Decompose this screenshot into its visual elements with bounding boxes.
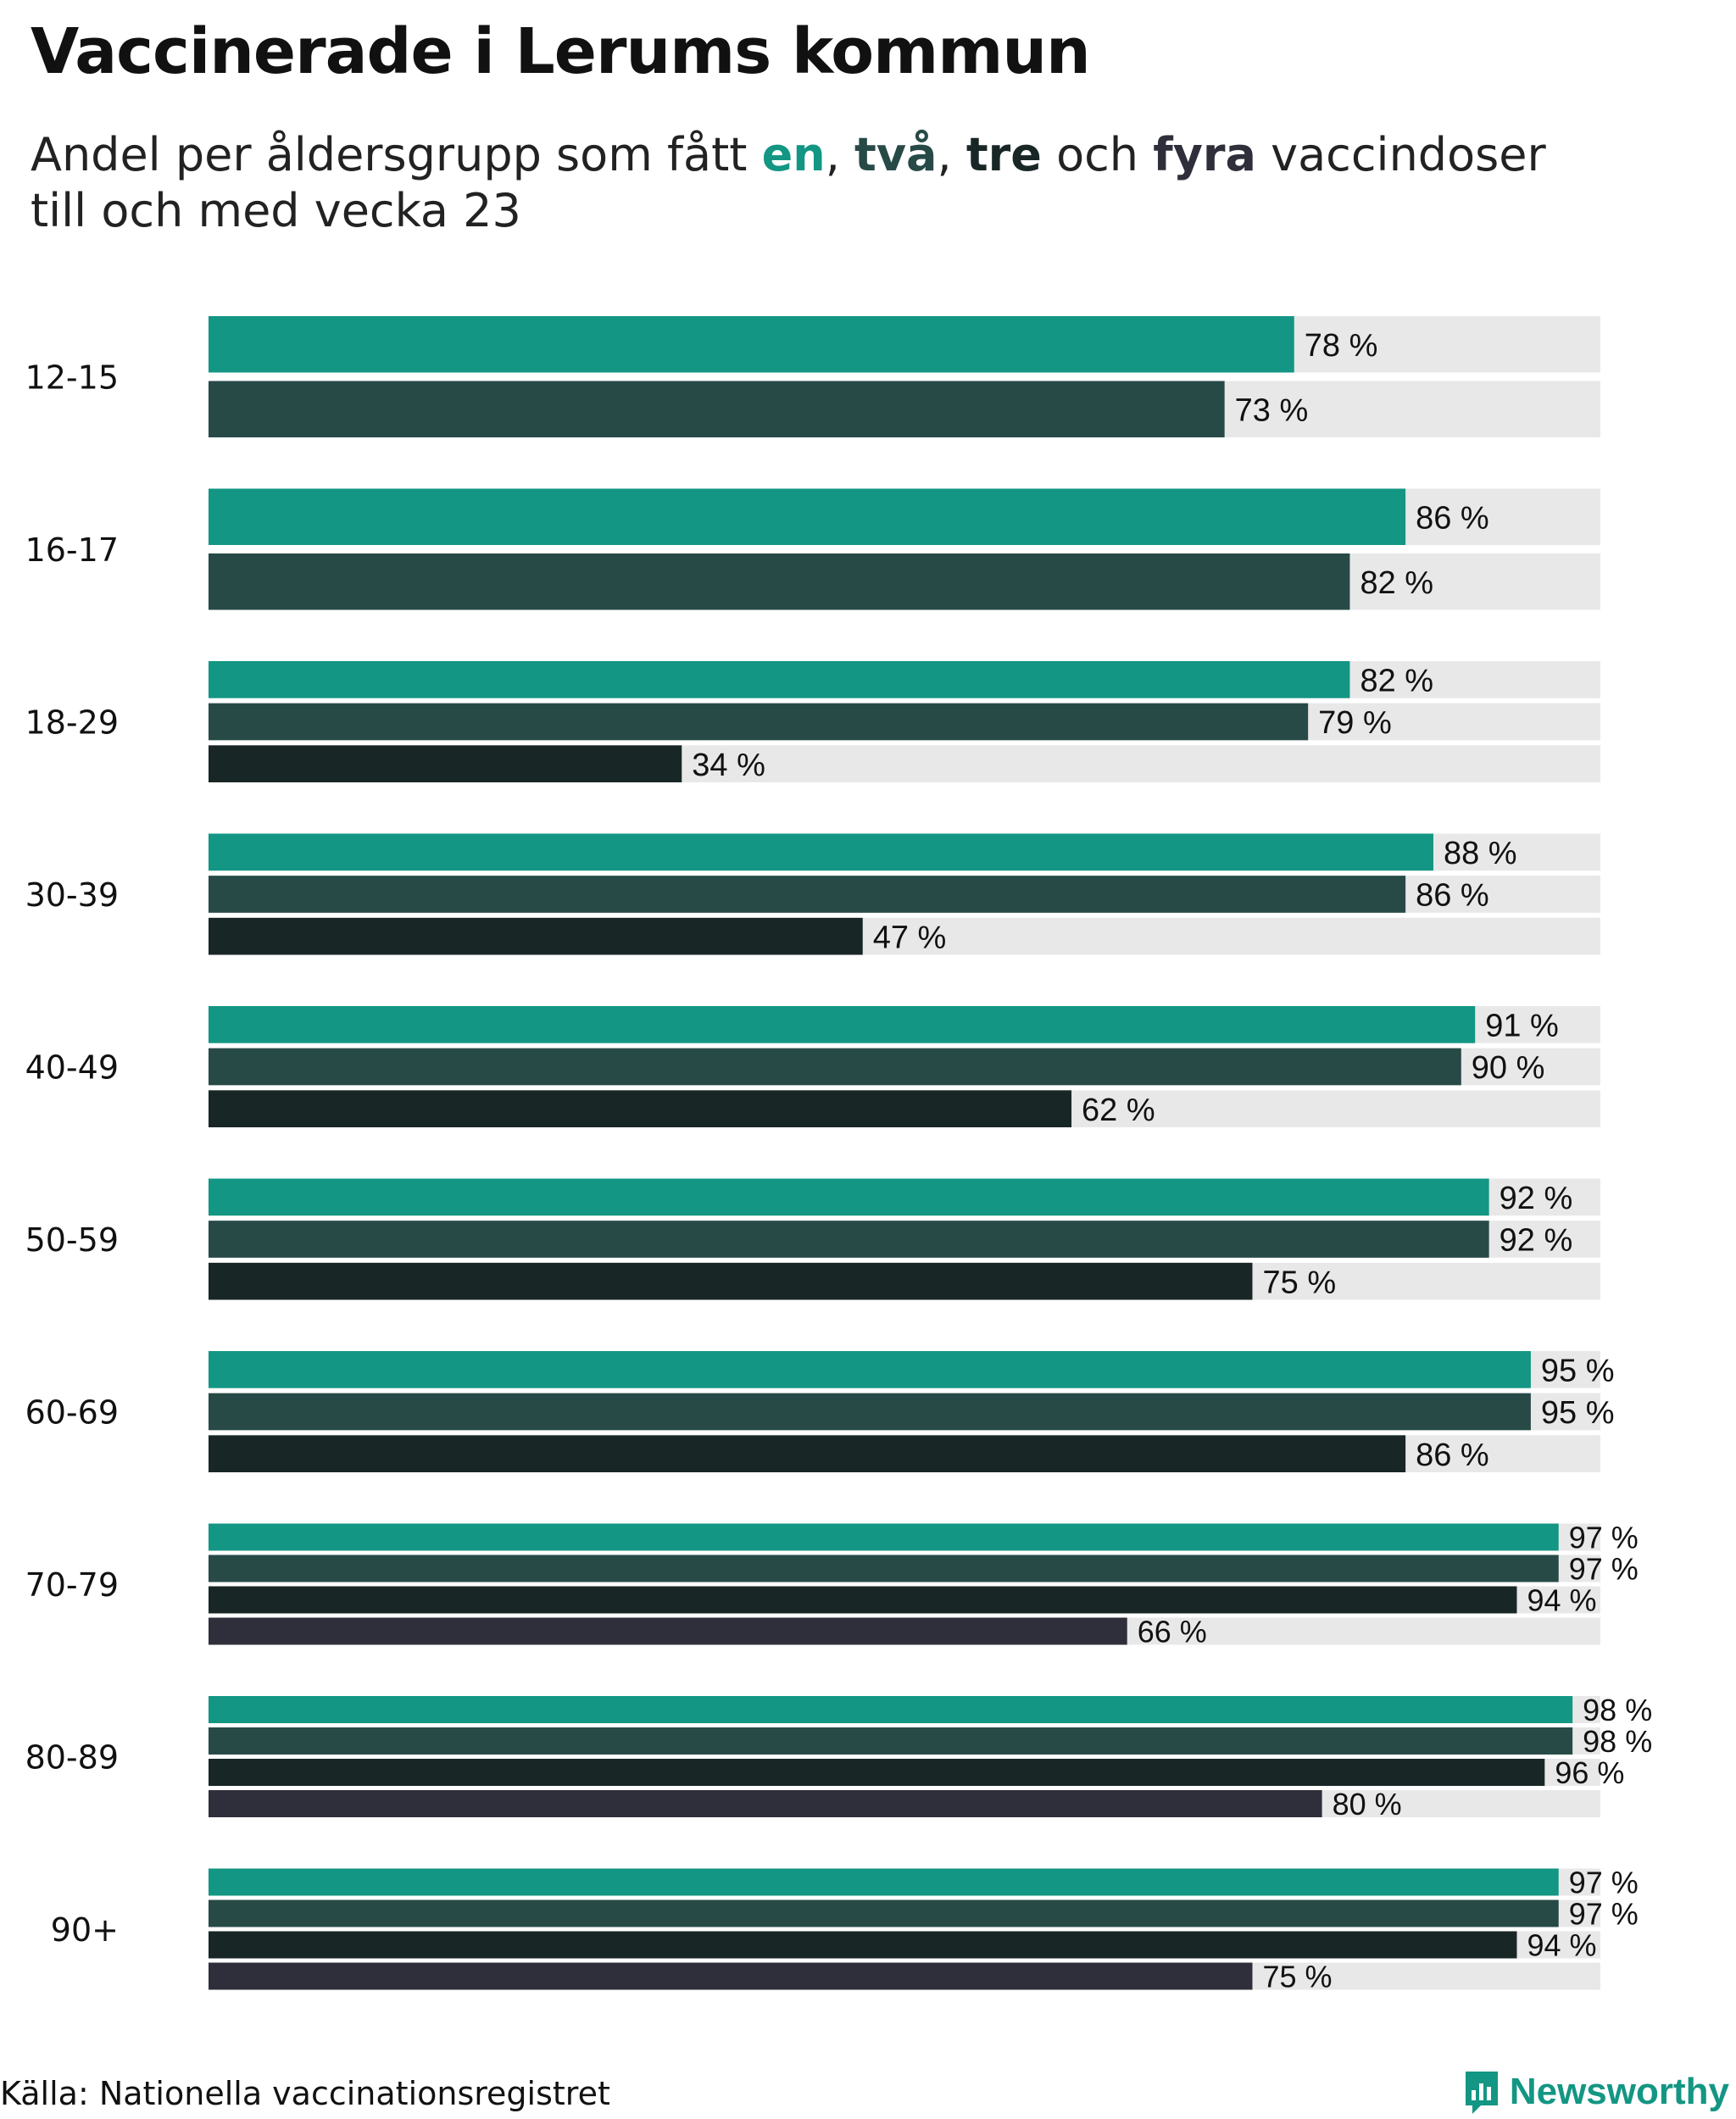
category-label: 40-49 — [25, 1049, 119, 1087]
bar-två — [209, 553, 1350, 610]
value-label: 78 % — [1305, 328, 1378, 364]
value-label: 82 % — [1360, 664, 1433, 699]
value-label: 86 % — [1416, 1438, 1489, 1473]
bar-tre — [209, 1931, 1517, 1959]
bar-en — [209, 1523, 1559, 1551]
legend-word-tre: tre — [965, 128, 1042, 181]
value-label: 92 % — [1500, 1223, 1573, 1259]
bar-tre — [209, 745, 682, 782]
value-label: 62 % — [1082, 1093, 1155, 1128]
bar-en — [209, 1868, 1559, 1896]
bar-två — [209, 1048, 1461, 1086]
subtitle-text: till och med vecka 23 — [31, 184, 521, 237]
legend-word-fyra: fyra — [1153, 128, 1256, 181]
bar-chart: 12-15 78 % 73 % 16-17 86 % 82 % 18-29 82 % 79 % 3… — [25, 316, 1652, 1994]
bar-två — [209, 1554, 1559, 1582]
subtitle-text: och — [1041, 128, 1154, 181]
category-label: 16-17 — [25, 531, 119, 569]
value-label: 86 % — [1416, 878, 1489, 914]
value-label: 96 % — [1555, 1755, 1624, 1790]
brand-logo: Newsworthy — [1462, 2068, 1729, 2116]
bar-två — [209, 381, 1225, 437]
category-label: 18-29 — [25, 704, 119, 742]
category-label: 50-59 — [25, 1221, 119, 1259]
bar-tre — [209, 1759, 1545, 1786]
bar-en — [209, 488, 1406, 545]
value-label: 73 % — [1235, 392, 1309, 428]
brand-name: Newsworthy — [1509, 2071, 1729, 2112]
value-label: 98 % — [1583, 1693, 1652, 1727]
bar-fyra — [209, 1790, 1322, 1817]
bar-fyra — [209, 1617, 1127, 1645]
category-label: 12-15 — [25, 359, 119, 397]
value-label: 97 % — [1569, 1896, 1639, 1931]
subtitle-text: , — [825, 128, 855, 181]
value-label: 94 % — [1527, 1927, 1596, 1962]
chart-title: Vaccinerade i Lerums kommun — [31, 15, 1091, 88]
value-label: 98 % — [1583, 1724, 1652, 1759]
bar-två — [209, 1727, 1573, 1755]
bar-en — [209, 1351, 1531, 1388]
bar-en — [209, 316, 1294, 373]
value-label: 79 % — [1318, 705, 1392, 741]
bar-två — [209, 1221, 1489, 1258]
bar-tre — [209, 1090, 1072, 1127]
bar-två — [209, 703, 1309, 741]
bar-tre — [209, 1262, 1253, 1300]
bar-två — [209, 876, 1406, 913]
category-label: 90+ — [51, 1911, 119, 1949]
value-label: 34 % — [692, 748, 765, 783]
category-label: 70-79 — [25, 1566, 119, 1604]
legend-word-en: en — [761, 128, 826, 181]
value-label: 86 % — [1416, 500, 1489, 536]
value-label: 80 % — [1333, 1787, 1402, 1821]
value-label: 95 % — [1541, 1395, 1615, 1431]
bar-tre — [209, 917, 863, 955]
value-label: 75 % — [1263, 1959, 1333, 1994]
bar-fyra — [209, 1962, 1253, 1990]
subtitle-text: Andel per åldersgrupp som fått — [31, 128, 762, 181]
bar-två — [209, 1393, 1531, 1431]
bar-tre — [209, 1435, 1406, 1472]
value-label: 82 % — [1360, 565, 1433, 601]
bar-en — [209, 833, 1433, 871]
bar-tre — [209, 1586, 1517, 1614]
value-label: 90 % — [1472, 1050, 1545, 1086]
value-label: 66 % — [1138, 1614, 1207, 1649]
newsworthy-logo-icon — [1465, 2072, 1498, 2114]
value-label: 91 % — [1485, 1009, 1559, 1044]
subtitle-text: , — [937, 128, 966, 181]
value-label: 92 % — [1500, 1181, 1573, 1216]
value-label: 97 % — [1569, 1520, 1639, 1554]
subtitle-text: vaccindoser — [1255, 128, 1546, 181]
category-label: 30-39 — [25, 876, 119, 914]
value-label: 47 % — [873, 920, 947, 955]
value-label: 95 % — [1541, 1354, 1615, 1389]
bar-två — [209, 1899, 1559, 1927]
value-label: 97 % — [1569, 1865, 1639, 1899]
bar-en — [209, 1178, 1489, 1216]
chart-subtitle: Andel per åldersgrupp som fått en, två, … — [31, 127, 1641, 239]
value-label: 88 % — [1444, 836, 1517, 871]
category-label: 60-69 — [25, 1394, 119, 1432]
value-label: 97 % — [1569, 1551, 1639, 1586]
value-label: 94 % — [1527, 1582, 1596, 1617]
bar-en — [209, 661, 1350, 698]
category-label: 80-89 — [25, 1739, 119, 1777]
bar-en — [209, 1006, 1476, 1043]
value-label: 75 % — [1263, 1265, 1337, 1300]
source-note: Källa: Nationella vaccinationsregistret — [0, 2075, 610, 2112]
legend-word-två: två — [854, 128, 938, 181]
bar-en — [209, 1696, 1573, 1723]
